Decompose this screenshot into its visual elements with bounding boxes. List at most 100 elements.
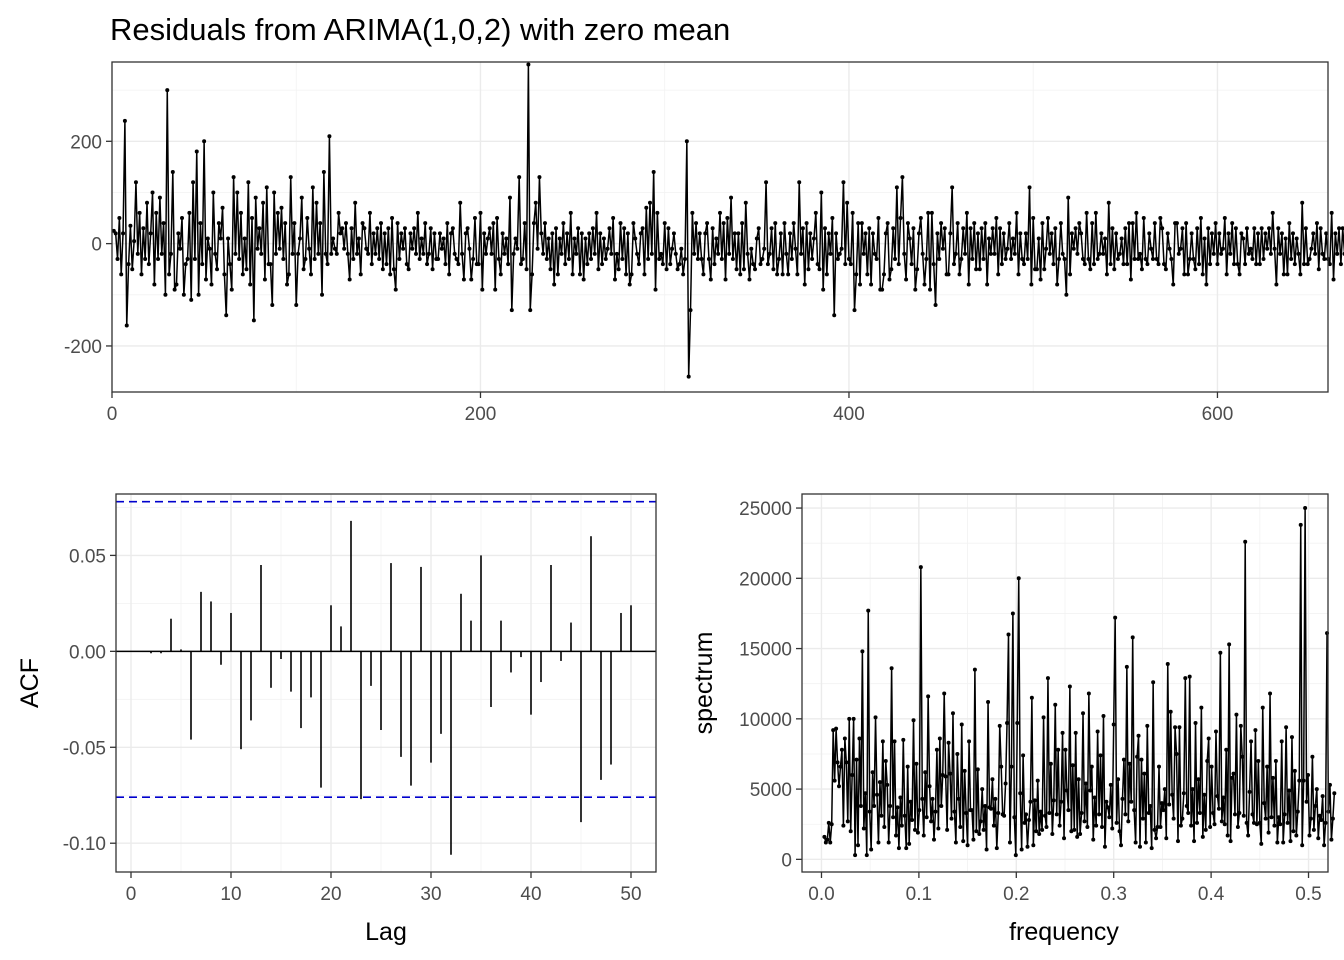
residuals-data-point [1007, 221, 1012, 226]
residuals-data-point [964, 210, 969, 215]
residuals-data-point [159, 251, 164, 256]
residuals-data-point [1027, 185, 1032, 190]
residuals-data-point [789, 256, 794, 261]
residuals-data-point [1162, 262, 1167, 267]
spectrum-data-point [937, 736, 942, 741]
residuals-data-point [544, 256, 549, 261]
residuals-data-point [412, 226, 417, 231]
spectrum-data-point [1019, 847, 1024, 852]
spectrum-data-point [891, 815, 896, 820]
residuals-data-point [174, 282, 179, 287]
residuals-x-tick-label: 0 [107, 404, 118, 425]
residuals-data-point [1217, 231, 1222, 236]
residuals-data-point [1080, 256, 1085, 261]
residuals-data-point [1090, 221, 1095, 226]
spectrum-data-point [1003, 781, 1008, 786]
residuals-data-point [318, 221, 323, 226]
residuals-data-point [834, 231, 839, 236]
residuals-data-point [377, 256, 382, 261]
residuals-data-point [784, 251, 789, 256]
spectrum-data-point [1116, 777, 1121, 782]
residuals-data-point [618, 221, 623, 226]
residuals-data-point [633, 236, 638, 241]
spectrum-data-point [1010, 611, 1015, 616]
spectrum-data-point [1146, 810, 1151, 815]
residuals-data-point [861, 251, 866, 256]
residuals-data-point [741, 267, 746, 272]
spectrum-data-point [1237, 810, 1242, 815]
spectrum-data-point [955, 751, 960, 756]
spectrum-data-point [902, 813, 907, 818]
spectrum-data-point [1265, 764, 1270, 769]
residuals-data-point [1099, 231, 1104, 236]
spectrum-data-point [1273, 758, 1278, 763]
spectrum-data-point [1259, 841, 1264, 846]
residuals-data-point [218, 236, 223, 241]
spectrum-data-point [1197, 810, 1202, 815]
residuals-data-point [791, 221, 796, 226]
residuals-data-point [913, 287, 918, 292]
residuals-data-point [397, 256, 402, 261]
residuals-data-point [625, 231, 630, 236]
spectrum-data-point [924, 815, 929, 820]
spectrum-data-point [905, 764, 910, 769]
spectrum-data-point [907, 841, 912, 846]
spectrum-data-point [974, 829, 979, 834]
acf-x-tick-label: 0 [126, 884, 137, 905]
residuals-data-point [167, 272, 172, 277]
residuals-data-point [351, 256, 356, 261]
residuals-data-point [231, 175, 236, 180]
residuals-data-point [1143, 256, 1148, 261]
residuals-data-point [804, 221, 809, 226]
spectrum-data-point [856, 843, 861, 848]
residuals-data-point [410, 246, 415, 251]
residuals-data-point [1034, 267, 1039, 272]
residuals-data-point [968, 226, 973, 231]
residuals-data-point [821, 287, 826, 292]
residuals-data-point [647, 200, 652, 205]
residuals-data-point [870, 231, 875, 236]
residuals-data-point [904, 277, 909, 282]
spectrum-data-point [1022, 820, 1027, 825]
residuals-data-point [1066, 195, 1071, 200]
residuals-data-point [122, 118, 127, 123]
residuals-data-point [1127, 221, 1132, 226]
residuals-data-point [1180, 226, 1185, 231]
spectrum-data-point [882, 825, 887, 830]
residuals-data-point [1057, 256, 1062, 261]
residuals-data-point [421, 251, 426, 256]
residuals-data-point [456, 262, 461, 267]
spectrum-data-point [1301, 778, 1306, 783]
residuals-data-point [671, 231, 676, 236]
residuals-data-point [1189, 231, 1194, 236]
residuals-data-point [288, 175, 293, 180]
spectrum-data-point [1051, 798, 1056, 803]
residuals-data-point [782, 221, 787, 226]
residuals-data-point [203, 277, 208, 282]
spectrum-data-point [1196, 777, 1201, 782]
residuals-data-point [975, 231, 980, 236]
spectrum-data-point [990, 777, 995, 782]
residuals-data-point [1278, 251, 1283, 256]
residuals-data-point [502, 251, 507, 256]
residuals-data-point [808, 231, 813, 236]
residuals-data-point [583, 236, 588, 241]
residuals-data-point [896, 262, 901, 267]
spectrum-data-point [977, 832, 982, 837]
residuals-data-point [1215, 262, 1220, 267]
residuals-data-point [846, 256, 851, 261]
residuals-data-point [1224, 272, 1229, 277]
spectrum-y-tick-label: 20000 [739, 569, 792, 590]
residuals-data-point [388, 272, 393, 277]
acf-y-tick-label: 0.00 [69, 642, 106, 663]
spectrum-data-point [1332, 791, 1337, 796]
spectrum-data-point [883, 758, 888, 763]
spectrum-data-point [1215, 794, 1220, 799]
residuals-data-point [463, 231, 468, 236]
residuals-data-point [898, 216, 903, 221]
residuals-data-point [423, 221, 428, 226]
spectrum-x-tick-label: 0.3 [1100, 884, 1126, 905]
spectrum-data-point [1140, 816, 1145, 821]
residuals-data-point [725, 216, 730, 221]
spectrum-data-point [1031, 843, 1036, 848]
